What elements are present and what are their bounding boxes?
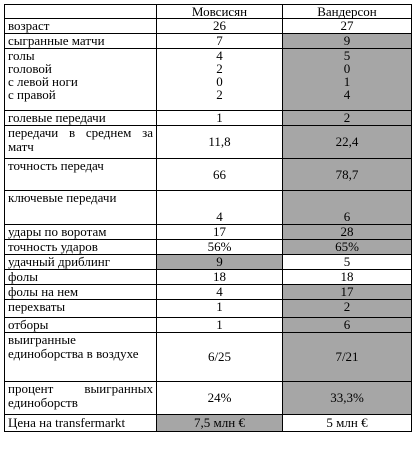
row-label: голевые передачи [4, 110, 157, 126]
value-movsisyan: 1 [156, 110, 283, 126]
row-passes-per-match: передачи в среднем за матч 11,8 22,4 [4, 125, 412, 159]
row-label: голы [8, 48, 35, 63]
value-movsisyan: 11,8 [156, 125, 283, 159]
row-dribbling: удачный дриблинг 9 5 [4, 254, 412, 270]
value-movsisyan: 26 [156, 18, 283, 34]
row-fouls-suffered: фолы на нем 4 17 [4, 284, 412, 300]
value-movsisyan: 7,5 млн € [156, 414, 283, 432]
row-transfer-value: Цена на transfermarkt 7,5 млн € 5 млн € [4, 414, 412, 432]
row-label: фолы на нем [4, 284, 157, 300]
row-label: с правой [8, 87, 56, 102]
row-label: точность передач [4, 158, 157, 191]
value-vanderson: 4 [343, 87, 351, 102]
value-movsisyan: 7 [156, 33, 283, 49]
row-label: головой [8, 61, 52, 76]
value-movsisyan: 4 [156, 284, 283, 300]
row-label: удачный дриблинг [4, 254, 157, 270]
value-movsisyan: 2 [216, 87, 223, 102]
value-movsisyan: 9 [156, 254, 283, 270]
value-vanderson: 5 млн € [282, 414, 412, 432]
value-vanderson: 65% [282, 239, 412, 255]
value-vanderson: 2 [282, 299, 412, 318]
row-label: отборы [4, 317, 157, 333]
row-duels-percent: процент выигранных единоборств 24% 33,3% [4, 381, 412, 415]
value-vanderson: 5 [282, 254, 412, 270]
value-movsisyan: 66 [156, 158, 283, 191]
value-vanderson: 27 [282, 18, 412, 34]
value-movsisyan: 18 [156, 269, 283, 285]
value-vanderson: 78,7 [282, 158, 412, 191]
value-movsisyan: 6/25 [156, 332, 283, 382]
value-movsisyan: 1 [156, 299, 283, 318]
value-movsisyan: 4 [216, 48, 223, 63]
row-interceptions: перехваты 1 2 [4, 299, 412, 318]
row-matches: сыгранные матчи 7 9 [4, 33, 412, 49]
row-label: ключевые передачи [4, 190, 157, 225]
row-aerial-duels: выигранные единоборства в воздухе 6/25 7… [4, 332, 412, 382]
header-player-movsisyan: Мовсисян [156, 4, 283, 19]
row-tackles: отборы 1 6 [4, 317, 412, 333]
value-movsisyan: 17 [156, 224, 283, 240]
row-age: возраст 26 27 [4, 18, 412, 34]
row-key-passes: ключевые передачи 4 6 [4, 190, 412, 225]
value-vanderson: 5 [343, 48, 351, 63]
row-label: возраст [4, 18, 157, 34]
value-vanderson: 7/21 [282, 332, 412, 382]
value-vanderson: 9 [282, 33, 412, 49]
value-vanderson: 22,4 [282, 125, 412, 159]
value-vanderson: 1 [343, 74, 351, 89]
row-label: Цена на transfermarkt [4, 414, 157, 432]
value-movsisyan: 0 [216, 74, 223, 89]
row-assists: голевые передачи 1 2 [4, 110, 412, 126]
header-row: Мовсисян Вандерсон [4, 4, 412, 19]
row-pass-accuracy: точность передач 66 78,7 [4, 158, 412, 191]
goals-values-vanderson: 5 0 1 4 [282, 48, 412, 111]
row-label: процент выигранных единоборств [4, 381, 157, 415]
header-player-vanderson: Вандерсон [282, 4, 412, 19]
row-label: фолы [4, 269, 157, 285]
value-vanderson: 6 [282, 317, 412, 333]
value-movsisyan: 4 [156, 190, 283, 225]
row-label: перехваты [4, 299, 157, 318]
value-movsisyan: 24% [156, 381, 283, 415]
value-vanderson: 18 [282, 269, 412, 285]
goals-labels: голы головой с левой ноги с правой [4, 48, 157, 111]
row-label: передачи в среднем за матч [4, 125, 157, 159]
value-vanderson: 2 [282, 110, 412, 126]
row-goals: голы головой с левой ноги с правой 4 2 0… [4, 48, 412, 111]
row-shot-accuracy: точность ударов 56% 65% [4, 239, 412, 255]
value-vanderson: 17 [282, 284, 412, 300]
row-label: удары по воротам [4, 224, 157, 240]
value-vanderson: 28 [282, 224, 412, 240]
row-label: точность ударов [4, 239, 157, 255]
row-label: выигранные единоборства в воздухе [4, 332, 157, 382]
header-empty-cell [4, 4, 157, 19]
value-vanderson: 0 [343, 61, 351, 76]
value-vanderson: 6 [282, 190, 412, 225]
row-shots-on-target: удары по воротам 17 28 [4, 224, 412, 240]
row-label: с левой ноги [8, 74, 78, 89]
value-movsisyan: 1 [156, 317, 283, 333]
goals-values-movsisyan: 4 2 0 2 [156, 48, 283, 111]
value-movsisyan: 2 [216, 61, 223, 76]
row-label: сыгранные матчи [4, 33, 157, 49]
comparison-table: Мовсисян Вандерсон возраст 26 27 сыгранн… [4, 4, 412, 432]
value-vanderson: 33,3% [282, 381, 412, 415]
value-movsisyan: 56% [156, 239, 283, 255]
row-fouls: фолы 18 18 [4, 269, 412, 285]
